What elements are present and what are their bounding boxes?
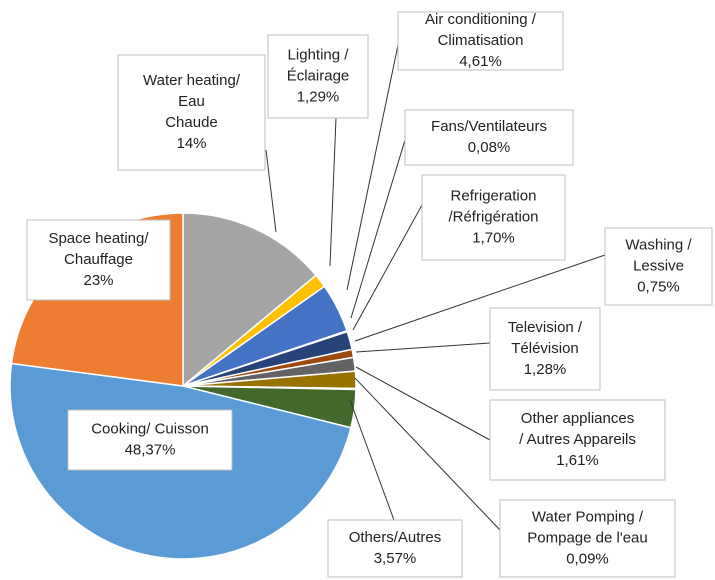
category-label: Lessive: [633, 257, 684, 274]
label-box: [489, 399, 666, 481]
category-label: Television /: [508, 319, 583, 336]
leader-line: [355, 342, 491, 353]
value-label: 4,61%: [459, 53, 502, 70]
leader-line: [265, 149, 277, 233]
value-label: 1,70%: [472, 229, 515, 246]
value-label: 3,57%: [374, 550, 417, 567]
label-box: [489, 307, 601, 391]
value-label: 23%: [83, 272, 113, 289]
leader-line: [329, 117, 337, 267]
category-label: Water Pomping /: [532, 508, 644, 525]
label-box: [26, 219, 171, 301]
label-box: [604, 227, 713, 306]
category-label: Cooking/ Cuisson: [91, 420, 209, 437]
pie-slice: [182, 212, 318, 388]
leader-line: [350, 139, 406, 319]
category-label: Pompage de l'eau: [527, 529, 647, 546]
category-label: Chauffage: [64, 251, 133, 268]
category-label: Washing /: [625, 236, 692, 253]
category-label: Refrigeration: [451, 187, 537, 204]
value-label: 1,28%: [524, 361, 567, 378]
label-box: [117, 54, 266, 171]
leader-line: [354, 254, 606, 342]
category-label: Fans/Ventilateurs: [431, 118, 547, 135]
category-label: Air conditioning /: [425, 11, 537, 28]
leader-line: [352, 204, 423, 331]
value-label: 14%: [176, 135, 206, 152]
category-label: Chaude: [165, 114, 218, 131]
leader-line: [346, 44, 399, 291]
category-label: Lighting /: [288, 46, 350, 63]
value-label: 0,75%: [637, 278, 680, 295]
category-label: Space heating/: [48, 230, 149, 247]
category-label: Others/Autres: [349, 529, 442, 546]
label-box: [421, 174, 566, 261]
category-label: Éclairage: [287, 67, 350, 84]
leader-line: [354, 377, 501, 531]
category-label: Other appliances: [521, 410, 634, 427]
value-label: 0,09%: [566, 550, 609, 567]
value-label: 1,61%: [556, 452, 599, 469]
category-label: /Réfrigération: [448, 208, 538, 225]
category-label: Water heating/: [143, 72, 241, 89]
value-label: 1,29%: [297, 88, 340, 105]
label-box: [267, 34, 369, 119]
category-label: Eau: [178, 93, 205, 110]
value-label: 48,37%: [125, 441, 176, 458]
category-label: Télévision: [511, 340, 579, 357]
label-box: [404, 109, 574, 166]
label-box: [327, 519, 463, 578]
leader-line: [355, 366, 491, 441]
label-box: [67, 409, 233, 471]
category-label: / Autres Appareils: [519, 431, 636, 448]
category-label: Climatisation: [438, 32, 524, 49]
leader-line: [349, 399, 395, 521]
label-box: [397, 11, 564, 71]
value-label: 0,08%: [468, 139, 511, 156]
label-box: [499, 499, 676, 578]
